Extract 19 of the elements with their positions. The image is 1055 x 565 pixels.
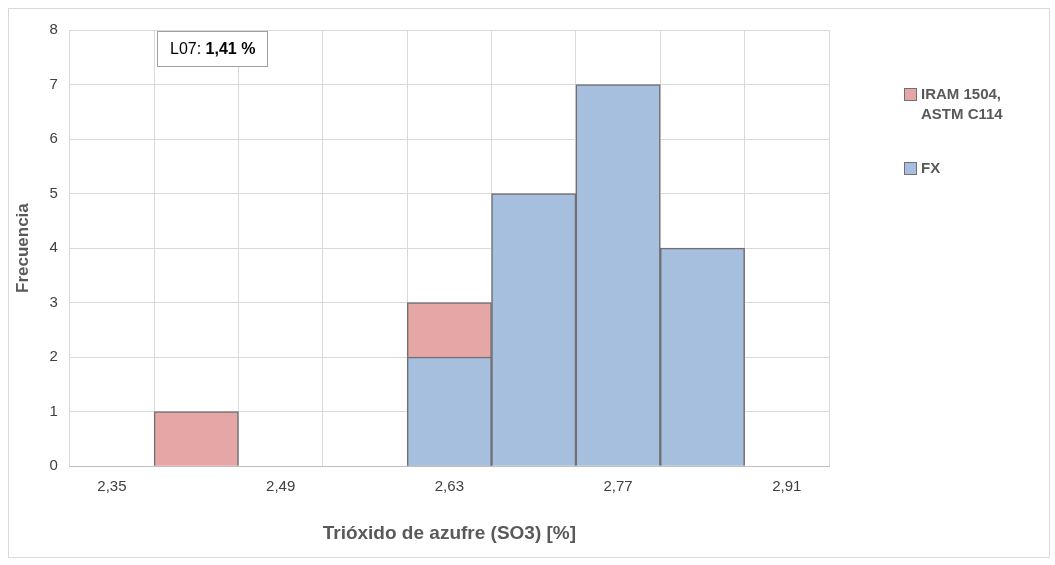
y-tick-label: 8 <box>49 20 58 38</box>
y-axis-title: Frecuencia <box>12 202 32 293</box>
annotation: L07: 1,41 % <box>157 31 269 67</box>
y-tick-label: 3 <box>49 292 58 310</box>
legend-label: IRAM 1504, ASTM C114 <box>921 84 1004 124</box>
x-tick-label: 2,77 <box>603 477 633 495</box>
x-tick-label: 2,35 <box>97 477 127 495</box>
x-tick-label: 2,91 <box>772 477 802 495</box>
y-tick-label: 6 <box>49 129 58 147</box>
x-axis-title: Trióxido de azufre (SO3) [%] <box>322 521 577 543</box>
x-tick-label: 2,49 <box>266 477 296 495</box>
legend-label: FX <box>921 158 941 178</box>
y-tick-label: 7 <box>49 74 58 92</box>
y-tick-label: 1 <box>49 401 58 419</box>
y-tick-label: 0 <box>49 456 58 474</box>
y-tick-label: 2 <box>49 347 58 365</box>
y-tick-label: 5 <box>49 183 58 201</box>
x-tick-label: 2,63 <box>434 477 464 495</box>
y-tick-label: 4 <box>49 238 58 256</box>
